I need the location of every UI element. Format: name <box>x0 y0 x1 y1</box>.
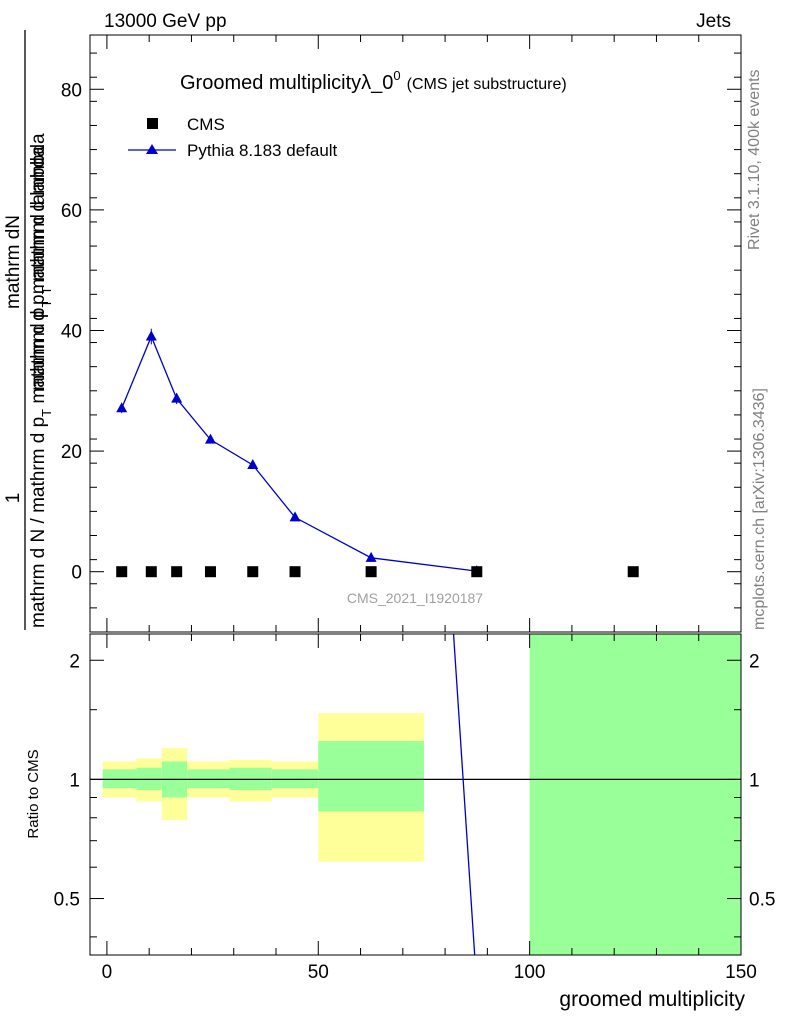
cms-point <box>171 566 183 578</box>
ylabel-prefactor-numerator: 1 <box>3 493 24 504</box>
ratio-xtick-label: 100 <box>514 962 546 983</box>
ratio-xtick-label: 150 <box>725 962 757 983</box>
collision-energy-label: 13000 GeV pp <box>104 11 227 32</box>
cms-point <box>471 566 483 578</box>
ylabel-denominator: mathrm d pT mathrm d lambda <box>28 133 54 391</box>
ratio-xtick-label: 0 <box>102 962 113 983</box>
ylabel-den-b: mathrm d lambda <box>28 133 49 287</box>
title-sup: 0 <box>393 68 400 83</box>
title-sub: (CMS jet substructure) <box>407 76 567 93</box>
process-label: Jets <box>696 11 731 32</box>
mc-point <box>171 392 183 403</box>
mc-point <box>204 433 216 444</box>
mc-point <box>145 330 157 341</box>
ratio-ytick-labels: 0.5 0.5 1 1 2 2 <box>54 651 776 910</box>
cms-point <box>204 566 216 578</box>
ratio-ytick-label-right: 2 <box>749 651 760 672</box>
ratio-xlabel: groomed multiplicity <box>559 988 745 1011</box>
title-main: Groomed multiplicityλ_0 <box>180 72 393 94</box>
main-ytick-label: 20 <box>61 442 82 463</box>
ylabel-prefactor-denominator: mathrm d N / mathrm d pT mathrm d pT mat… <box>28 146 54 628</box>
main-ticks <box>90 35 742 633</box>
mcplots-label: mcplots.cern.ch [arXiv:1306.3436] <box>751 388 768 630</box>
mc-point <box>365 551 377 562</box>
ratio-ytick-label: 0.5 <box>54 890 80 911</box>
ylabel-prefactor-den-b: mathrm d p <box>28 308 49 409</box>
ratio-inner-band <box>318 741 424 812</box>
mc-point <box>289 511 301 522</box>
main-ytick-label: 60 <box>61 201 82 222</box>
main-ytick-labels: 0 20 40 60 80 <box>61 80 82 583</box>
analysis-watermark: CMS_2021_I1920187 <box>347 590 483 606</box>
legend-cms-label: CMS <box>187 115 225 134</box>
ylabel-den-sub: T <box>39 286 54 294</box>
ylabel-prefactor-den-sub: T <box>39 409 54 417</box>
ratio-mc-line <box>452 633 476 956</box>
ratio-ytick-label-right: 1 <box>749 770 760 791</box>
ratio-xtick-labels: 0 50 100 150 <box>102 962 757 983</box>
cms-point <box>289 566 301 578</box>
main-ytick-label: 40 <box>61 321 82 342</box>
cms-point <box>145 566 157 578</box>
main-title: Groomed multiplicityλ_00 (CMS jet substru… <box>180 68 567 94</box>
ratio-ylabel: Ratio to CMS <box>25 749 42 838</box>
cms-point <box>365 566 377 578</box>
legend-mc-label: Pythia 8.183 default <box>187 141 338 160</box>
ratio-ytick-label: 2 <box>69 651 80 672</box>
ratio-panel: 0.5 0.5 1 1 2 2 0 50 100 150 Ratio to CMS groome… <box>25 633 776 1011</box>
ratio-bands <box>90 633 741 956</box>
ylabel-prefactor-den-a: mathrm d N / mathrm d p <box>28 417 49 628</box>
main-frame <box>89 34 742 633</box>
mc-line <box>121 334 477 572</box>
ratio-ytick-label: 1 <box>69 770 80 791</box>
main-ylabel: 1 mathrm d N / mathrm d pT mathrm d pT m… <box>3 30 54 630</box>
legend: CMS Pythia 8.183 default <box>128 115 338 160</box>
mc-point <box>247 458 259 469</box>
rivet-version-label: Rivet 3.1.10, 400k events <box>746 69 763 250</box>
ylabel-den-a: mathrm d p <box>28 294 49 390</box>
mc-point <box>116 402 128 413</box>
legend-cms-marker <box>147 118 158 129</box>
cms-point <box>247 566 259 578</box>
ratio-xtick-label: 50 <box>308 962 329 983</box>
cms-point <box>627 566 639 578</box>
main-ytick-label: 80 <box>61 80 82 101</box>
ratio-frame <box>89 633 742 956</box>
cms-point <box>116 566 128 578</box>
legend-mc-marker <box>146 144 158 154</box>
ratio-inner-band <box>529 634 741 955</box>
main-series <box>116 328 639 578</box>
ylabel-prefactor-den-sub2: T <box>39 300 54 308</box>
ratio-ytick-label-right: 0.5 <box>749 890 775 911</box>
main-ytick-label: 0 <box>71 563 82 584</box>
ylabel-numerator: mathrm dN <box>3 215 24 309</box>
ylabel-prefactor-den-c: mathrm d lambda <box>28 146 49 300</box>
ratio-ticks <box>90 634 742 955</box>
